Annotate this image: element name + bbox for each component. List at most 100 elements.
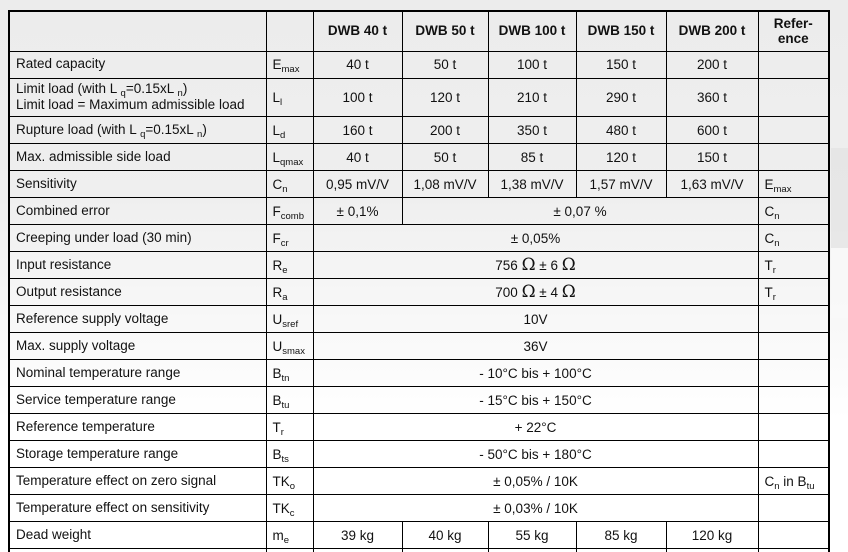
reference-cell: [757, 77, 830, 118]
value-cell: 50 t: [401, 143, 489, 172]
value-cell: 100 t: [487, 50, 577, 79]
value-cell: 1,08 mV/V: [401, 170, 489, 199]
param-name: Nominal temperature range: [8, 359, 267, 388]
value-cell: - 50°C bis + 180°C: [312, 440, 759, 469]
param-name: Combined error: [8, 197, 267, 226]
param-name: Reference temperature: [8, 413, 267, 442]
value-cell: 10V: [312, 305, 759, 334]
table-row: Limit load (with L q=0.15xL n) Limit load…: [8, 77, 830, 118]
header-model-dwb-150t: DWB 150 t: [575, 10, 667, 52]
header-model-dwb-50t: DWB 50 t: [401, 10, 489, 52]
value-cell: 39 kg: [312, 521, 403, 550]
param-name: Limit load (with L q=0.15xL n) Limit load…: [8, 77, 267, 118]
param-symbol: Lqmax: [265, 143, 314, 172]
param-name: Temperature effect on sensitivity: [8, 494, 267, 523]
value-cell: 120 t: [575, 143, 667, 172]
param-symbol: Ra: [265, 278, 314, 307]
reference-cell: [757, 359, 830, 388]
header-model-dwb-100t: DWB 100 t: [487, 10, 577, 52]
cutoff-row: [8, 548, 830, 552]
reference-cell: [757, 143, 830, 172]
param-symbol: Re: [265, 251, 314, 280]
header-empty-name: [8, 10, 267, 52]
value-cell: 85 t: [487, 143, 577, 172]
param-name: Temperature effect on zero signal: [8, 467, 267, 496]
value-cell: 756 Ω ± 6 Ω: [312, 251, 759, 280]
reference-cell: Cn in Btu: [757, 467, 830, 496]
reference-cell: Tr: [757, 278, 830, 307]
header-reference: Refer- ence: [757, 10, 830, 52]
reference-cell: [757, 440, 830, 469]
table-row: Nominal temperature range Btn - 10°C bis +…: [8, 359, 830, 388]
param-name: Rated capacity: [8, 50, 267, 79]
table-row: Temperature effect on zero signal TKo ± 0,…: [8, 467, 830, 496]
table-row: Input resistance Re 756 Ω ± 6 Ω Tr: [8, 251, 830, 280]
header-empty-symbol: [265, 10, 314, 52]
value-cell: 290 t: [575, 77, 667, 118]
value-cell: 40 t: [312, 143, 403, 172]
table-row: Storage temperature range Bts - 50°C bis +…: [8, 440, 830, 469]
reference-cell: [757, 116, 830, 145]
param-name: Service temperature range: [8, 386, 267, 415]
value-cell: 480 t: [575, 116, 667, 145]
value-cell: 700 Ω ± 4 Ω: [312, 278, 759, 307]
value-cell: 36V: [312, 332, 759, 361]
scan-shadow-light: [831, 248, 848, 318]
spec-table: DWB 40 t DWB 50 t DWB 100 t DWB 150 t DW…: [8, 10, 830, 552]
param-name: Rupture load (with L q=0.15xL n): [8, 116, 267, 145]
param-symbol: Btn: [265, 359, 314, 388]
value-cell: 1,57 mV/V: [575, 170, 667, 199]
header-model-dwb-40t: DWB 40 t: [312, 10, 403, 52]
table-row: Output resistance Ra 700 Ω ± 4 Ω Tr: [8, 278, 830, 307]
table-row: Creeping under load (30 min) Fcr ± 0,05% Cn: [8, 224, 830, 253]
param-symbol: Fcomb: [265, 197, 314, 226]
cutoff-cell: [757, 548, 830, 552]
reference-cell: Emax: [757, 170, 830, 199]
value-cell: 600 t: [665, 116, 759, 145]
value-cell: 0,95 mV/V: [312, 170, 403, 199]
value-cell: 40 t: [312, 50, 403, 79]
value-cell: 55 kg: [487, 521, 577, 550]
value-cell: - 15°C bis + 150°C: [312, 386, 759, 415]
reference-cell: [757, 332, 830, 361]
table-row: Max. supply voltage Usmax 36V: [8, 332, 830, 361]
table-row: Temperature effect on sensitivity TKc ± 0,…: [8, 494, 830, 523]
value-cell: 200 t: [401, 116, 489, 145]
value-cell: 1,63 mV/V: [665, 170, 759, 199]
value-cell: 85 kg: [575, 521, 667, 550]
param-symbol: Tr: [265, 413, 314, 442]
param-symbol: TKc: [265, 494, 314, 523]
reference-cell: [757, 50, 830, 79]
param-symbol: Fcr: [265, 224, 314, 253]
value-cell: 210 t: [487, 77, 577, 118]
param-name: Dead weight: [8, 521, 267, 550]
header-model-dwb-200t: DWB 200 t: [665, 10, 759, 52]
value-cell: ± 0,05% / 10K: [312, 467, 759, 496]
value-cell: ± 0,05%: [312, 224, 759, 253]
param-symbol: Btu: [265, 386, 314, 415]
table-row: Dead weight me 39 kg 40 kg 55 kg 85 kg 120 kg: [8, 521, 830, 550]
value-cell: 120 kg: [665, 521, 759, 550]
param-name: Creeping under load (30 min): [8, 224, 267, 253]
param-name: Output resistance: [8, 278, 267, 307]
reference-cell: [757, 494, 830, 523]
param-symbol: Ll: [265, 77, 314, 118]
value-cell: 120 t: [401, 77, 489, 118]
reference-cell: [757, 386, 830, 415]
param-name: Sensitivity: [8, 170, 267, 199]
spec-table-body: Rated capacity Emax 40 t 50 t 100 t 150 t 200 …: [8, 50, 830, 552]
reference-cell: [757, 521, 830, 550]
reference-cell: Cn: [757, 197, 830, 226]
value-cell: 200 t: [665, 50, 759, 79]
param-name: Reference supply voltage: [8, 305, 267, 334]
value-cell: 40 kg: [401, 521, 489, 550]
param-name: Input resistance: [8, 251, 267, 280]
table-row: Reference supply voltage Usref 10V: [8, 305, 830, 334]
table-row: Combined error Fcomb ± 0,1% ± 0,07 % Cn: [8, 197, 830, 226]
param-symbol: Usmax: [265, 332, 314, 361]
reference-cell: [757, 305, 830, 334]
scan-shadow-dark: [831, 148, 848, 248]
param-name: Max. admissible side load: [8, 143, 267, 172]
param-name: Storage temperature range: [8, 440, 267, 469]
